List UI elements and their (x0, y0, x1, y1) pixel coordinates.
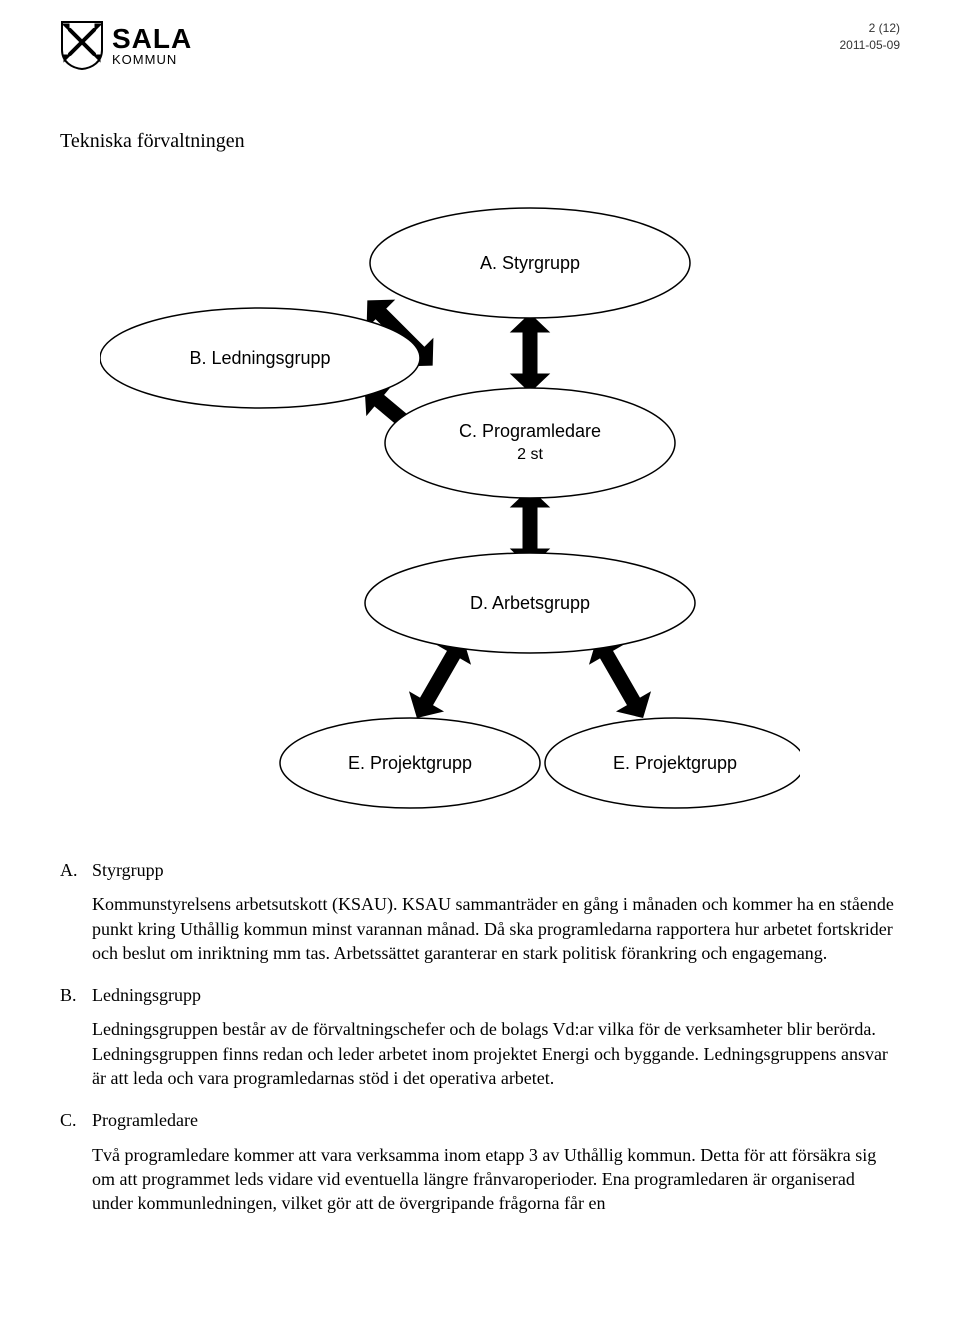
svg-text:2 st: 2 st (517, 446, 543, 463)
body-item: C.Programledare Två programledare kommer … (60, 1108, 900, 1215)
body-text: A.Styrgrupp Kommunstyrelsens arbetsutskot… (60, 858, 900, 1216)
item-marker: A. (60, 858, 92, 965)
shield-icon (60, 20, 104, 70)
org-subtitle: KOMMUN (112, 53, 192, 66)
department-title: Tekniska förvaltningen (60, 130, 900, 153)
item-content: Ledningsgrupp Ledningsgruppen består av d… (92, 983, 900, 1090)
svg-text:E. Projektgrupp: E. Projektgrupp (613, 753, 737, 773)
diagram-svg: A. Styrgrupp B. Ledningsgrupp C. Programle… (100, 183, 800, 823)
body-item: B.Ledningsgrupp Ledningsgruppen består av… (60, 983, 900, 1090)
org-title: SALA (112, 25, 192, 53)
item-paragraph: Ledningsgruppen består av de förvaltning… (92, 1017, 900, 1090)
svg-text:E. Projektgrupp: E. Projektgrupp (348, 753, 472, 773)
org-diagram: A. Styrgrupp B. Ledningsgrupp C. Programle… (100, 183, 900, 828)
brand: SALA KOMMUN (60, 20, 192, 70)
item-title: Programledare (92, 1108, 900, 1132)
svg-text:A. Styrgrupp: A. Styrgrupp (480, 253, 580, 273)
svg-text:B. Ledningsgrupp: B. Ledningsgrupp (189, 348, 330, 368)
page: SALA KOMMUN 2 (12) 2011-05-09 Tekniska f… (0, 0, 960, 1333)
page-date: 2011-05-09 (840, 37, 901, 54)
page-meta: 2 (12) 2011-05-09 (840, 20, 901, 54)
body-item: A.Styrgrupp Kommunstyrelsens arbetsutskot… (60, 858, 900, 965)
brand-text: SALA KOMMUN (112, 25, 192, 66)
item-paragraph: Kommunstyrelsens arbetsutskott (KSAU). K… (92, 892, 900, 965)
item-paragraph: Två programledare kommer att vara verksa… (92, 1143, 900, 1216)
svg-text:C. Programledare: C. Programledare (459, 421, 601, 441)
item-title: Ledningsgrupp (92, 983, 900, 1007)
item-content: Styrgrupp Kommunstyrelsens arbetsutskott … (92, 858, 900, 965)
svg-text:D. Arbetsgrupp: D. Arbetsgrupp (470, 593, 590, 613)
page-number: 2 (12) (840, 20, 901, 37)
item-marker: B. (60, 983, 92, 1090)
item-title: Styrgrupp (92, 858, 900, 882)
item-marker: C. (60, 1108, 92, 1215)
page-header: SALA KOMMUN 2 (12) 2011-05-09 (60, 20, 900, 70)
item-content: Programledare Två programledare kommer at… (92, 1108, 900, 1215)
